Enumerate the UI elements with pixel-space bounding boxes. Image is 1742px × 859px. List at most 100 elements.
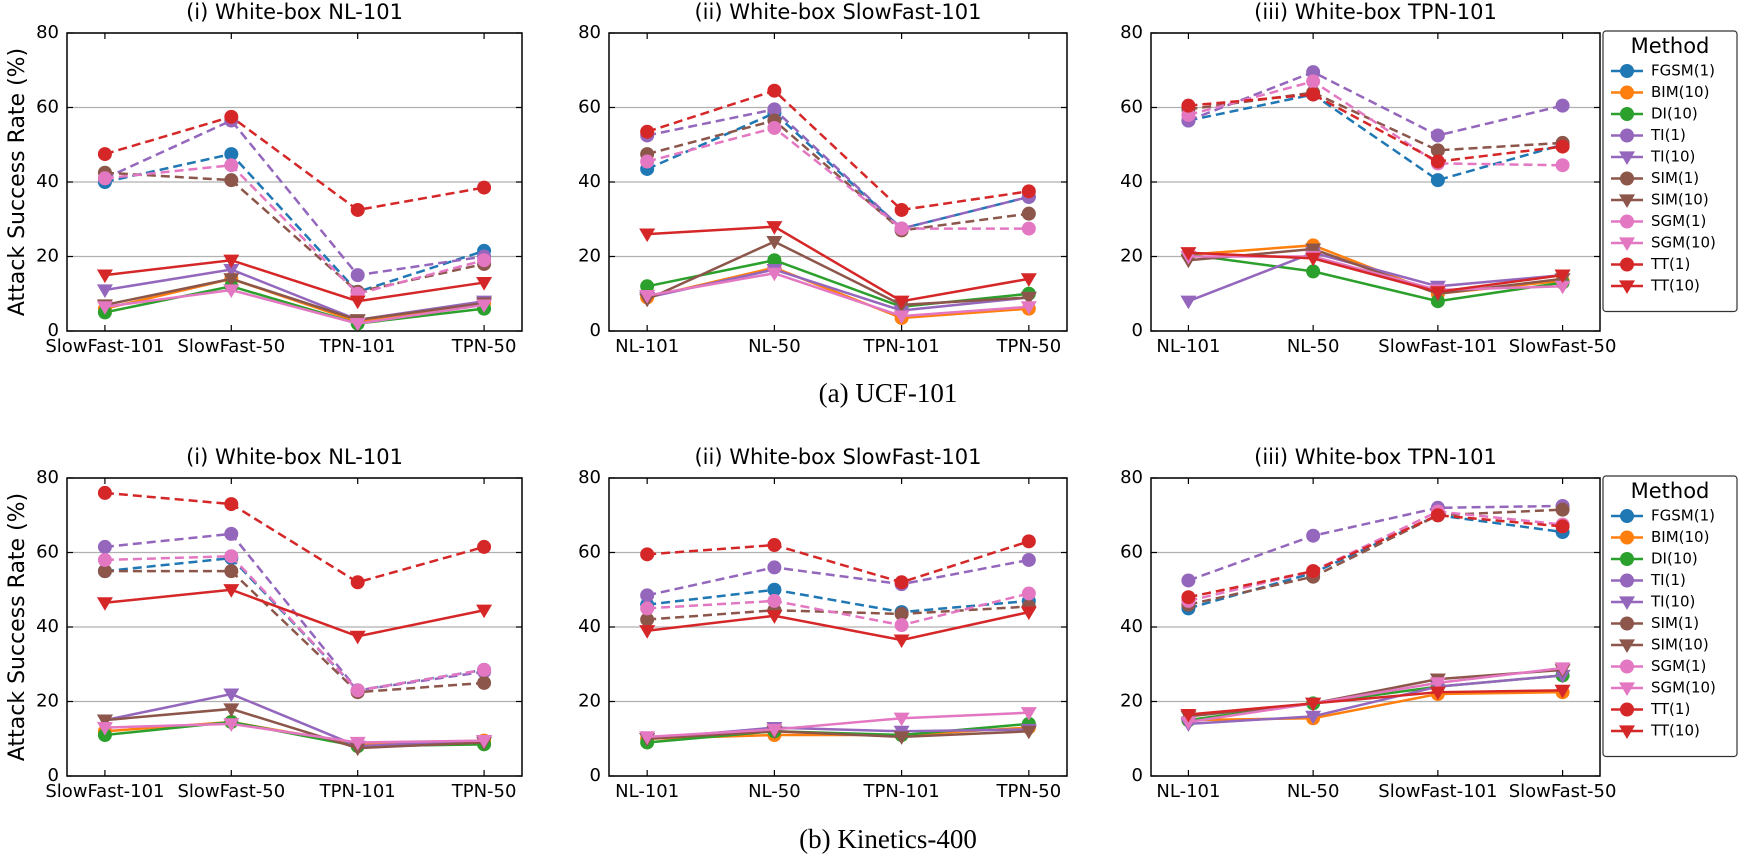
y-tick-label: 0 [1132,765,1143,786]
legend-marker [1619,280,1635,294]
data-point [223,273,240,287]
y-tick-label: 0 [48,320,59,341]
data-point [224,109,239,124]
y-tick-label: 0 [1132,320,1143,341]
data-point [639,290,656,304]
x-tick-label: TPN-50 [995,336,1061,357]
chart-title: (iii) White-box TPN-101 [1254,0,1497,24]
data-point [1555,502,1570,517]
y-tick-label: 0 [590,765,601,786]
data-point [476,299,493,313]
data-point [224,497,239,512]
series-line [1188,510,1563,603]
x-tick-label: SlowFast-101 [45,781,164,802]
y-tick-label: 80 [36,467,59,488]
data-point [349,295,366,310]
legend-label: SIM(10) [1651,636,1709,654]
series-line [104,115,485,212]
data-point [1305,710,1322,725]
series-line [1188,513,1563,599]
chart-title: (iii) White-box TPN-101 [1254,445,1497,469]
series-line [646,108,1030,230]
x-tick-label: NL-50 [1287,781,1340,802]
legend-marker [1619,725,1635,739]
data-point [640,612,655,627]
y-tick-label: 80 [36,22,59,43]
data-point [1020,606,1037,621]
legend-label: TI(10) [1650,593,1695,611]
data-point [350,575,365,590]
legend-label: TI(10) [1650,148,1695,166]
data-point [893,731,910,745]
data-point [1306,564,1321,579]
data-point [1554,684,1571,699]
x-tick-label: TPN-50 [451,781,517,802]
data-point [1306,87,1321,102]
series-line [646,119,1029,232]
data-point [767,538,782,553]
series-line [1188,690,1563,722]
x-tick-label: NL-101 [615,781,679,802]
data-point [1020,301,1037,315]
y-tick-label: 20 [36,691,59,712]
data-point [1554,280,1571,295]
data-point [640,124,655,139]
data-point [1306,528,1321,543]
y-tick-label: 20 [1120,691,1143,712]
data-point [1020,707,1037,721]
x-tick-label: TPN-101 [863,781,940,802]
x-tick-label: NL-50 [1287,336,1340,357]
series-line [1188,513,1563,610]
data-point [349,317,366,332]
data-point [1021,552,1036,567]
legend-marker [1620,573,1634,588]
legend-label: SIM(1) [1651,614,1699,632]
data-point [224,173,239,188]
series-line [104,707,485,750]
series-line [647,711,1029,739]
data-point [96,714,113,729]
series-line [647,588,1029,614]
series-line [104,171,485,294]
data-point [893,634,910,649]
data-point [1554,269,1571,284]
data-point [1429,686,1446,701]
data-point [223,254,240,269]
plot-frame [608,477,1068,777]
data-point [223,718,240,732]
legend-marker [1620,257,1634,272]
data-point [893,295,910,310]
data-point [350,683,365,698]
series-line [647,225,1030,303]
series-line [104,163,485,296]
legend-marker [1619,194,1635,208]
data-point [350,202,365,217]
series-line [104,554,485,692]
data-point [223,584,240,598]
series-line [104,277,485,322]
series-line [104,118,485,277]
data-point [1430,143,1445,158]
legend-label: SIM(1) [1651,169,1699,187]
x-tick-label: TPN-101 [319,336,396,357]
plot-frame [66,477,523,777]
data-point [1181,98,1196,113]
series-line [1188,666,1563,724]
data-point [1021,534,1036,549]
series-line [104,556,485,692]
x-tick-label: SlowFast-101 [1378,336,1497,357]
x-tick-label: TPN-101 [319,781,396,802]
data-point [1180,295,1197,310]
legend-marker [1619,237,1635,251]
y-tick-label: 0 [590,320,601,341]
x-tick-label: NL-101 [615,336,679,357]
legend-marker [1620,552,1634,566]
data-point [639,731,656,745]
series-line [1188,508,1563,606]
series-line [1188,253,1563,303]
data-point [223,284,240,299]
data-point [766,267,783,282]
data-point [640,588,655,603]
y-tick-label: 60 [578,97,601,118]
data-point [477,675,492,690]
